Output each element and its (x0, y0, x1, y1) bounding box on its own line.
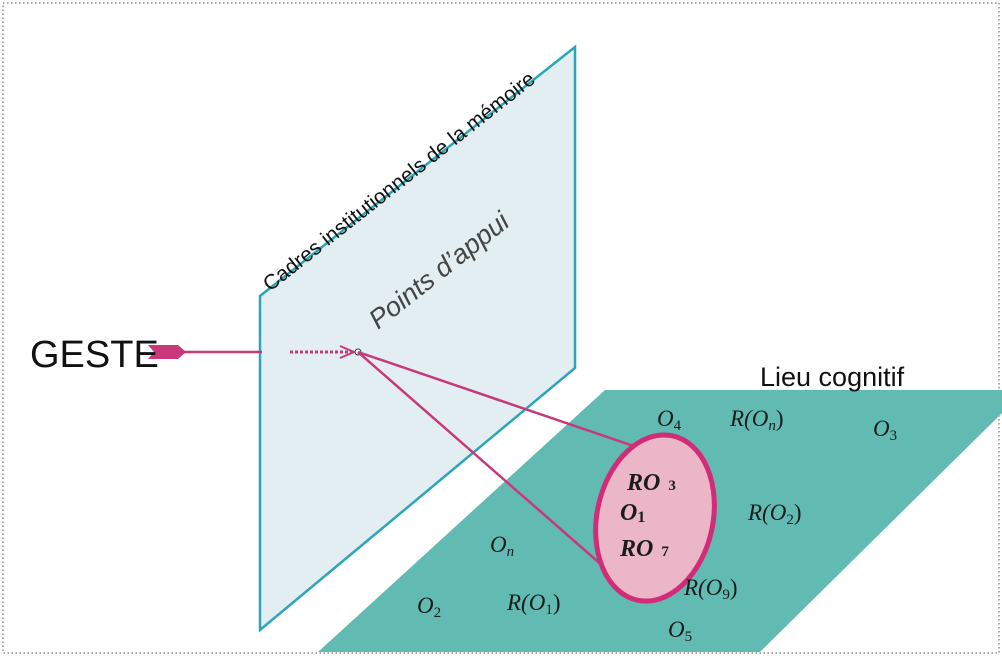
geste-arrow-tail-icon (148, 345, 186, 359)
geste-label: GESTE (30, 334, 159, 376)
dotted-arrow-head-icon (339, 345, 357, 359)
item-on: On (490, 532, 514, 560)
focus-ellipse (593, 432, 717, 604)
item-o4: O4 (657, 406, 682, 434)
projection-line-lower (357, 351, 613, 575)
item-r-o9: R(O9) (683, 575, 738, 603)
focus-item-o1: O1 (620, 500, 645, 526)
projection-line-upper (357, 350, 661, 457)
item-r-o1: R(O1) (506, 590, 561, 618)
focus-item-r3: RO 3 (626, 470, 676, 496)
item-r-on: R(On) (729, 406, 784, 434)
ground-label: Lieu cognitif (760, 362, 905, 392)
focus-item-r7: RO 7 (619, 536, 669, 562)
item-r-o2: R(O2) (747, 500, 802, 528)
item-o2: O2 (417, 593, 441, 621)
vertical-plane (258, 44, 577, 633)
item-o3: O3 (873, 416, 897, 444)
item-o5: O5 (668, 617, 692, 645)
